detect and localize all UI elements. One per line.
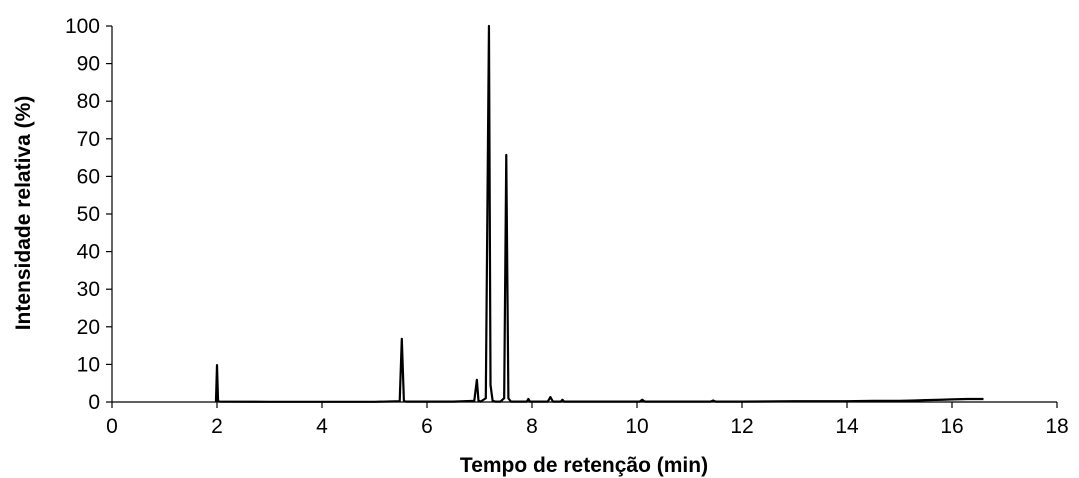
tick-labels: 0 10 20 30 40 50 60 70 80 90 100 0 2 4 6 8 10 12 14 16 18 (65, 15, 1069, 438)
y-tick-label: 40 (77, 241, 100, 264)
y-tick-label: 60 (77, 165, 100, 188)
plot-area (214, 24, 984, 403)
x-tick-label: 0 (106, 415, 118, 438)
y-tick-label: 100 (65, 15, 100, 38)
x-tick-label: 12 (730, 415, 753, 438)
x-tick-label: 10 (625, 415, 648, 438)
y-axis-title: Intensidade relativa (%) (12, 96, 35, 331)
y-tick-label: 70 (77, 128, 100, 151)
x-tick-label: 6 (421, 415, 433, 438)
x-axis-title: Tempo de retenção (min) (460, 454, 708, 477)
y-tick-label: 80 (77, 90, 100, 113)
x-tick-label: 14 (835, 415, 859, 438)
x-tick-label: 18 (1045, 415, 1068, 438)
y-tick-label: 20 (77, 316, 100, 339)
y-tick-label: 30 (77, 278, 100, 301)
y-tick-label: 0 (88, 391, 100, 414)
x-tick-label: 4 (316, 415, 328, 438)
x-tick-label: 8 (526, 415, 538, 438)
chromatogram-line (214, 24, 984, 403)
y-tick-label: 10 (77, 353, 100, 376)
x-tick-label: 2 (211, 415, 223, 438)
x-tick-label: 16 (940, 415, 963, 438)
y-tick-label: 50 (77, 203, 100, 226)
y-tick-label: 90 (77, 53, 100, 76)
axes (106, 25, 1058, 408)
